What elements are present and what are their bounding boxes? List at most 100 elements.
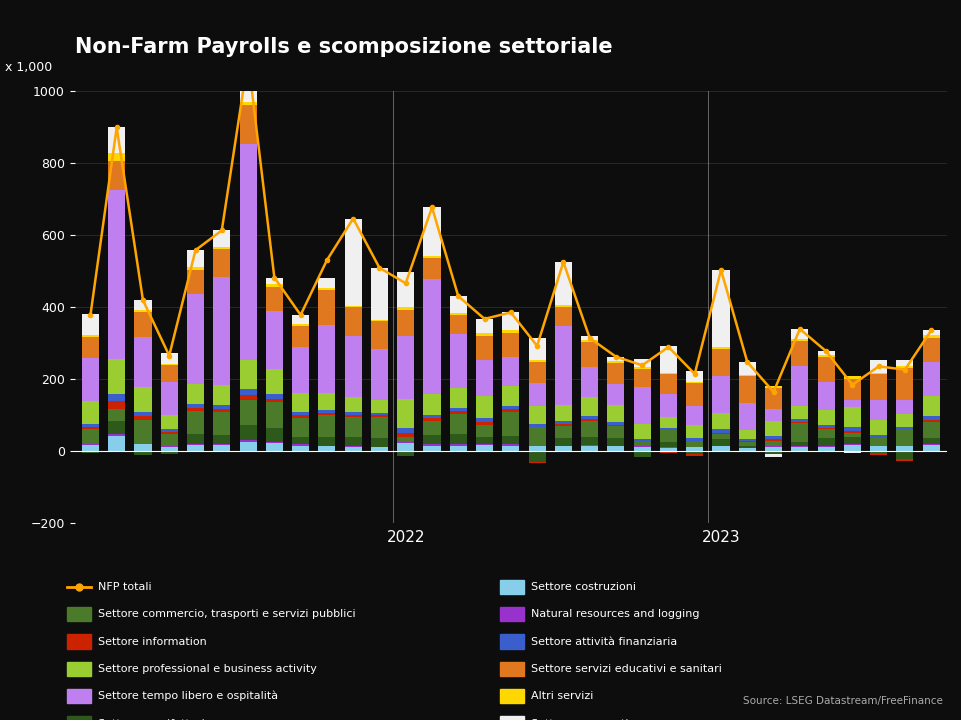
NFP totali <box>820 347 831 356</box>
Bar <box>186 408 204 410</box>
Bar <box>292 436 308 444</box>
Bar <box>738 441 755 446</box>
NFP totali <box>347 214 358 222</box>
Bar <box>896 366 913 368</box>
Bar <box>606 438 624 446</box>
Bar <box>738 449 755 451</box>
Bar <box>580 419 598 421</box>
Bar <box>922 330 939 336</box>
Bar <box>685 371 702 382</box>
Bar <box>606 422 624 425</box>
Bar <box>633 447 650 451</box>
Bar <box>239 441 257 451</box>
Bar <box>344 447 361 451</box>
Bar <box>213 445 230 451</box>
Text: x 1,000: x 1,000 <box>5 61 52 74</box>
Bar <box>817 425 834 428</box>
Bar <box>764 436 781 439</box>
Bar <box>476 425 493 436</box>
Bar <box>870 372 886 374</box>
Bar <box>896 451 913 459</box>
Bar <box>502 444 519 446</box>
Bar <box>108 161 125 190</box>
Bar <box>633 451 650 456</box>
Bar <box>738 403 755 430</box>
Bar <box>580 340 598 342</box>
Bar <box>108 127 125 153</box>
Bar <box>265 394 283 399</box>
NFP totali <box>741 358 752 366</box>
Bar <box>843 427 860 431</box>
NFP totali <box>242 55 254 63</box>
Bar <box>870 435 886 438</box>
Bar <box>502 412 519 436</box>
Bar <box>896 459 913 461</box>
NFP totali <box>426 203 437 212</box>
Bar <box>870 438 886 445</box>
Bar <box>344 417 361 437</box>
Bar <box>659 448 677 451</box>
Bar <box>344 218 361 306</box>
Bar <box>344 437 361 446</box>
Bar <box>843 433 860 437</box>
Bar <box>606 361 624 363</box>
Text: Source: LSEG Datastream/FreeFinance: Source: LSEG Datastream/FreeFinance <box>742 696 942 706</box>
Bar <box>659 430 677 442</box>
Bar <box>239 440 257 441</box>
Bar <box>870 451 886 454</box>
Bar <box>423 436 440 444</box>
Bar <box>528 382 545 406</box>
Bar <box>843 437 860 444</box>
Bar <box>712 433 728 434</box>
Bar <box>265 369 283 394</box>
Bar <box>397 451 414 456</box>
Bar <box>423 207 440 256</box>
NFP totali <box>400 279 411 287</box>
Bar <box>922 420 939 422</box>
Bar <box>922 445 939 451</box>
Bar <box>817 429 834 438</box>
Bar <box>292 315 308 324</box>
Bar <box>685 382 702 383</box>
Bar <box>791 447 807 451</box>
Bar <box>449 388 466 408</box>
Bar <box>528 462 545 463</box>
Bar <box>213 385 230 405</box>
Bar <box>528 359 545 361</box>
Bar <box>528 338 545 359</box>
Bar <box>633 439 650 441</box>
Bar <box>580 421 598 437</box>
Bar <box>82 427 99 429</box>
Text: Settore tempo libero e ospitalità: Settore tempo libero e ospitalità <box>98 691 278 701</box>
Bar <box>528 427 545 445</box>
Bar <box>397 428 414 433</box>
Bar <box>186 267 204 269</box>
Bar <box>502 333 519 357</box>
NFP totali <box>609 352 621 361</box>
Bar <box>108 359 125 394</box>
Bar <box>685 454 702 456</box>
Bar <box>371 321 387 349</box>
Bar <box>817 357 834 382</box>
Bar <box>685 383 702 405</box>
Text: Settore manifatturiero: Settore manifatturiero <box>98 719 223 720</box>
Bar <box>922 338 939 361</box>
Bar <box>108 190 125 359</box>
Bar <box>791 419 807 422</box>
Bar <box>633 369 650 387</box>
NFP totali <box>137 296 149 305</box>
Bar <box>292 325 308 346</box>
NFP totali <box>111 123 122 132</box>
NFP totali <box>872 362 883 371</box>
Bar <box>160 353 178 364</box>
Bar <box>449 411 466 414</box>
Bar <box>554 421 572 424</box>
Bar <box>292 444 308 446</box>
Bar <box>397 441 414 443</box>
Bar <box>922 396 939 416</box>
Bar <box>344 307 361 336</box>
Bar <box>791 339 807 341</box>
Bar <box>476 445 493 451</box>
Bar <box>449 312 466 315</box>
Bar <box>160 365 178 382</box>
